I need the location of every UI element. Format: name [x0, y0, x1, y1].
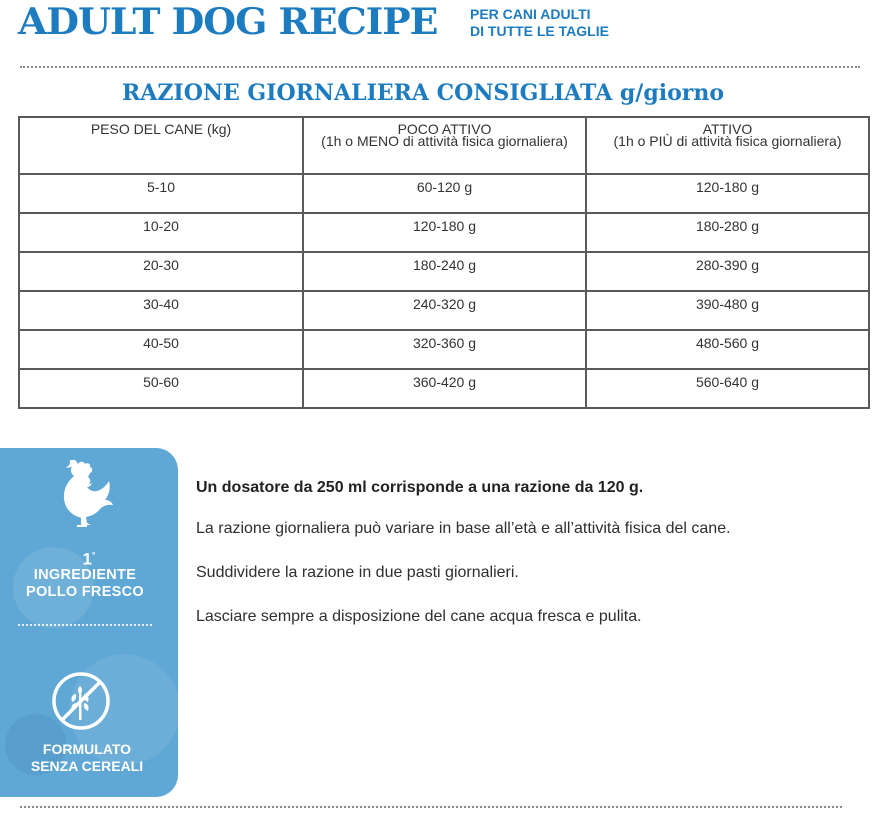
header-weight-label: PESO DEL CANE (kg) [90, 121, 232, 137]
brand-title: ADULT DOG RECIPE [18, 1, 438, 43]
bottom-dotted-divider [20, 806, 842, 808]
header-high-activity-label: ATTIVO [702, 121, 753, 137]
ration-table: PESO DEL CANE (kg) POCO ATTIVO (1h o MEN… [18, 116, 870, 409]
header-low-activity-label: POCO ATTIVO [397, 121, 492, 137]
brand-subtitle: PER CANI ADULTI DI TUTTE LE TAGLIE [470, 6, 609, 40]
ingredient-label: INGREDIENTE POLLO FRESCO [0, 567, 170, 601]
weight-cell: 5-10 [18, 173, 304, 214]
weight-cell: 50-60 [18, 368, 304, 409]
low-activity-cell: 180-240 g [302, 251, 587, 292]
low-activity-cell: 240-320 g [302, 290, 587, 331]
grain-free-label: FORMULATO SENZA CEREALI [0, 741, 174, 775]
split-meals-note: Suddividere la razione in due pasti gior… [196, 564, 519, 581]
water-note: Lasciare sempre a disposizione del cane … [196, 608, 642, 625]
table-row: 30-40 240-320 g 390-480 g [18, 290, 870, 331]
ingredient-label-line2: POLLO FRESCO [26, 584, 144, 600]
chicken-icon [63, 460, 113, 527]
ingredient-label-line1: INGREDIENTE [33, 567, 137, 583]
weight-cell: 20-30 [18, 251, 304, 292]
high-activity-cell: 280-390 g [585, 251, 870, 292]
high-activity-cell: 560-640 g [585, 368, 870, 409]
header-weight: PESO DEL CANE (kg) [18, 116, 304, 175]
high-activity-cell: 120-180 g [585, 173, 870, 214]
table-row: 20-30 180-240 g 280-390 g [18, 251, 870, 292]
table-row: 40-50 320-360 g 480-560 g [18, 329, 870, 370]
high-activity-cell: 480-560 g [585, 329, 870, 370]
weight-cell: 10-20 [18, 212, 304, 253]
brand-subtitle-line2: DI TUTTE LE TAGLIE [470, 23, 609, 39]
dosage-note: Un dosatore da 250 ml corrisponde a una … [196, 479, 644, 496]
low-activity-cell: 120-180 g [302, 212, 587, 253]
panel-dotted-divider [18, 624, 152, 626]
no-grain-icon [52, 672, 110, 730]
feeding-info: Un dosatore da 250 ml corrisponde a una … [196, 477, 846, 650]
first-ingredient-number: 1 [82, 549, 92, 569]
low-activity-cell: 360-420 g [302, 368, 587, 409]
low-activity-cell: 320-360 g [302, 329, 587, 370]
brand-subtitle-line1: PER CANI ADULTI [470, 6, 591, 22]
header-high-activity-note: (1h o PIÙ di attività fisica giornaliera… [613, 133, 842, 149]
ration-title: RAZIONE GIORNALIERA CONSIGLIATA g/giorno [122, 80, 725, 106]
table-row: 10-20 120-180 g 180-280 g [18, 212, 870, 253]
variation-note: La razione giornaliera può variare in ba… [196, 520, 731, 537]
weight-cell: 40-50 [18, 329, 304, 370]
weight-cell: 30-40 [18, 290, 304, 331]
low-activity-cell: 60-120 g [302, 173, 587, 214]
header-low-activity-note: (1h o MENO di attività fisica giornalier… [321, 133, 568, 149]
header-high-activity: ATTIVO (1h o PIÙ di attività fisica gior… [585, 116, 870, 175]
table-row: 50-60 360-420 g 560-640 g [18, 368, 870, 409]
first-ingredient-rank: 1° [0, 546, 178, 569]
table-row: 5-10 60-120 g 120-180 g [18, 173, 870, 214]
features-panel: 1° INGREDIENTE POLLO FRESCO FORMULATO SE… [0, 448, 178, 797]
grain-free-label-line1: FORMULATO [42, 741, 132, 757]
table-header-row: PESO DEL CANE (kg) POCO ATTIVO (1h o MEN… [18, 116, 870, 175]
top-dotted-divider [20, 66, 860, 68]
high-activity-cell: 390-480 g [585, 290, 870, 331]
grain-free-label-line2: SENZA CEREALI [30, 758, 144, 774]
high-activity-cell: 180-280 g [585, 212, 870, 253]
header-low-activity: POCO ATTIVO (1h o MENO di attività fisic… [302, 116, 587, 175]
first-ingredient-suffix: ° [91, 550, 96, 560]
